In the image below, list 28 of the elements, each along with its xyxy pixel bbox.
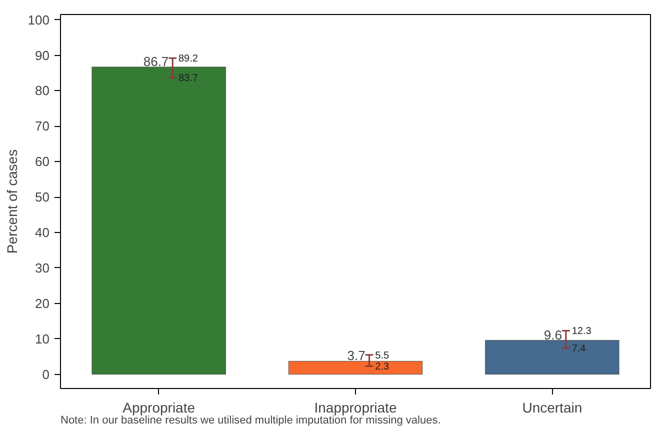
annotation: 89.2 [178, 54, 198, 65]
y-tick-label: 100 [28, 12, 50, 28]
data-label: 3.7 [347, 348, 366, 364]
y-tick-label: 10 [35, 331, 50, 346]
y-tick-label: 80 [35, 83, 50, 98]
text: Note: In our baseline results we utilised multiple imputation for missing values. [60, 414, 441, 426]
y-tick-label: 90 [35, 48, 50, 63]
annotation: 5.5 [375, 350, 390, 362]
y-tick-label: 40 [35, 225, 50, 240]
bar [485, 340, 620, 375]
annotation: 83.7 [178, 73, 198, 84]
y-tick-label: 60 [35, 154, 50, 170]
x-tick-label: Uncertain [522, 400, 582, 416]
data-label: 86.7 [143, 54, 169, 69]
annotation: 7.4 [572, 344, 586, 355]
y-tick-label: 70 [35, 118, 50, 134]
annotation: 12.3 [572, 326, 592, 338]
y-tick-label: 30 [35, 260, 50, 276]
x-tick-label: Appropriate [122, 400, 196, 416]
annotation: 2.3 [375, 362, 390, 373]
bar [92, 66, 226, 375]
y-tick-label: 50 [35, 190, 50, 205]
y-tick-label: 20 [35, 296, 50, 311]
data-label: 9.6 [544, 327, 562, 342]
bar [288, 360, 423, 375]
y-axis-title: Percent of cases [4, 149, 20, 254]
y-tick-label: 0 [42, 366, 50, 382]
x-tick-label: Inappropriate [314, 400, 397, 416]
